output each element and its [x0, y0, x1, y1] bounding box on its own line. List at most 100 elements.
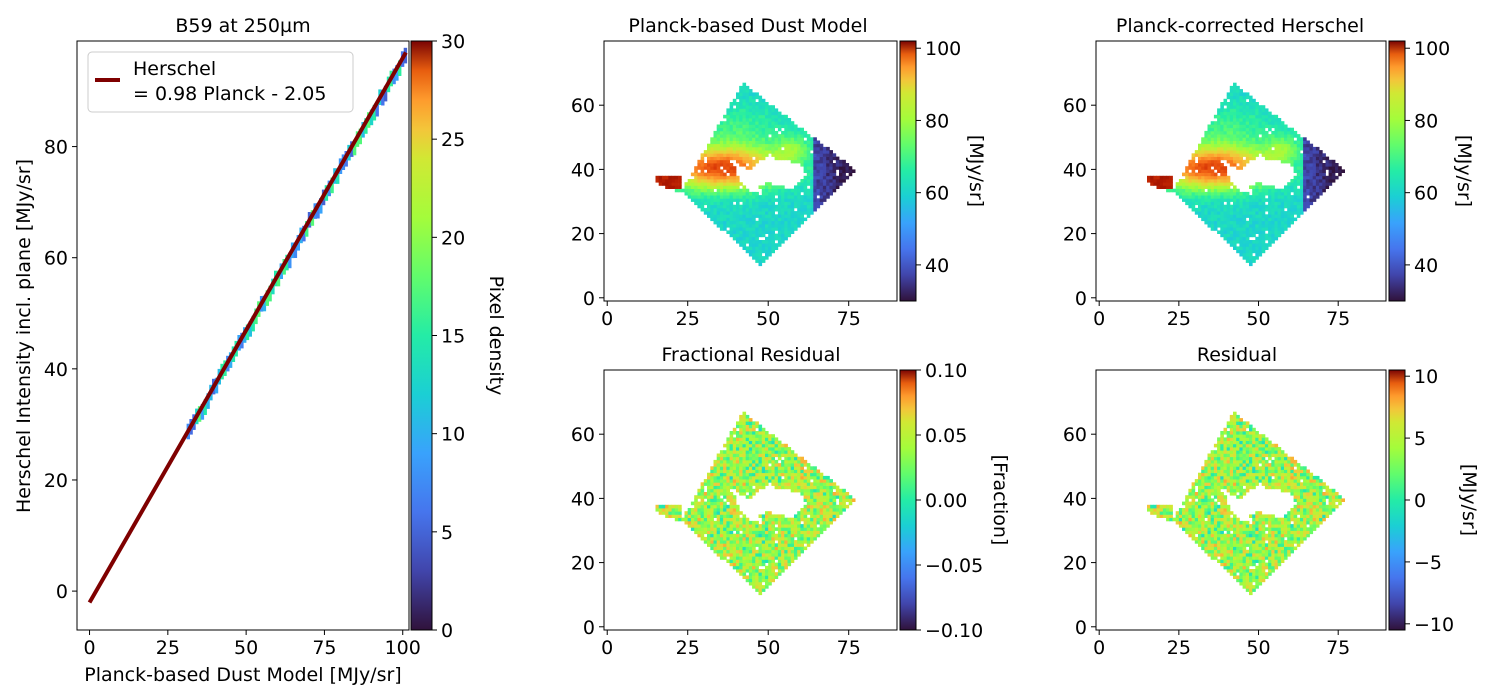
map-cell: [1207, 127, 1212, 132]
map-cell: [771, 114, 775, 119]
map-cell: [1210, 175, 1215, 180]
map-cell: [758, 137, 763, 141]
map-cell: [1245, 124, 1250, 129]
map-cell: [1210, 492, 1215, 496]
map-cell: [755, 249, 759, 254]
map-cell: [1178, 182, 1183, 186]
map-cell: [726, 440, 730, 445]
map-cell: [1204, 543, 1208, 547]
map-cell: [1226, 95, 1231, 100]
map-cell: [765, 514, 769, 518]
map-cell: [794, 459, 798, 464]
map-cell: [758, 134, 763, 138]
map-cell: [745, 466, 750, 470]
map-cell: [822, 166, 827, 170]
map-cell: [781, 124, 785, 129]
map-cell: [1210, 549, 1215, 554]
map-cell: [771, 562, 775, 567]
map-cell: [726, 524, 730, 528]
map-cell: [774, 469, 779, 474]
map-cell: [684, 188, 689, 193]
map-cell: [1303, 153, 1307, 157]
map-cell: [813, 472, 817, 477]
map-cell: [1245, 249, 1250, 254]
map-cell: [713, 549, 718, 554]
map-cell: [1268, 236, 1272, 241]
map-cell: [707, 524, 711, 528]
map-cell: [771, 111, 775, 116]
map-cell: [1245, 195, 1250, 199]
map-cell: [1233, 443, 1237, 448]
map-cell: [1226, 111, 1231, 116]
map-cell: [745, 431, 750, 435]
map-cell: [1178, 517, 1183, 522]
map-cell: [794, 546, 798, 551]
map-cell: [1210, 156, 1215, 161]
map-cell: [1287, 207, 1291, 212]
map-cell: [777, 463, 782, 467]
map-cell: [726, 540, 730, 544]
map-cell: [787, 127, 792, 132]
map-cell: [1156, 514, 1161, 518]
map-cell: [726, 211, 730, 215]
map-cell: [752, 252, 756, 257]
map-cell: [700, 536, 705, 541]
map-cell: [774, 233, 779, 238]
map-cell: [1239, 217, 1243, 222]
map-cell: [777, 207, 782, 212]
map-cell: [771, 549, 775, 554]
map-cell: [1226, 479, 1231, 483]
map-cell: [1261, 214, 1266, 218]
map-cell: [1242, 217, 1247, 222]
map-cell: [1255, 191, 1259, 196]
map-cell: [1207, 188, 1212, 193]
map-cell: [1233, 463, 1237, 467]
map-cell: [1315, 172, 1320, 177]
map-cell: [1178, 514, 1183, 518]
map-cell: [810, 520, 814, 525]
map-cell: [1223, 450, 1228, 454]
map-cell: [748, 95, 753, 100]
map-cell: [729, 517, 734, 522]
map-cell: [1249, 124, 1253, 129]
map-cell: [732, 466, 737, 470]
map-cell: [765, 459, 769, 464]
map-cell: [1156, 175, 1161, 180]
map-cell: [1312, 191, 1317, 196]
map-cell: [1229, 556, 1234, 560]
map-cell: [761, 556, 766, 560]
map-cell: [1191, 156, 1196, 161]
map-cell: [1242, 246, 1247, 250]
map-cell: [1220, 191, 1224, 196]
map-cell: [739, 488, 743, 493]
map-cell: [1242, 118, 1247, 122]
map-cell: [719, 214, 724, 218]
map-cell: [1223, 224, 1228, 228]
map-cell: [729, 156, 734, 161]
map-cell: [729, 230, 734, 234]
map-cell: [774, 485, 779, 490]
map-cell: [1277, 134, 1282, 138]
map-cell: [1274, 207, 1279, 212]
map-cell: [723, 227, 727, 231]
map-cell: [781, 137, 785, 141]
colorbar-tick-label: 40: [1414, 255, 1438, 277]
map-cell: [723, 156, 727, 161]
map-cell: [1229, 227, 1234, 231]
map-cell: [690, 527, 695, 531]
map-cell: [1210, 207, 1215, 212]
map-cell: [1226, 153, 1231, 157]
map-cell: [819, 530, 824, 535]
map-cell: [736, 482, 740, 486]
map-cell: [1169, 504, 1173, 509]
map-cell: [732, 185, 737, 189]
map-cell: [723, 488, 727, 493]
map-cell: [1249, 130, 1253, 135]
map-cell: [726, 549, 730, 554]
map-cell: [719, 485, 724, 490]
map-cell: [1242, 98, 1247, 103]
map-cell: [826, 475, 830, 480]
map-cell: [732, 501, 737, 506]
map-cell: [755, 95, 759, 100]
map-cell: [716, 153, 721, 157]
